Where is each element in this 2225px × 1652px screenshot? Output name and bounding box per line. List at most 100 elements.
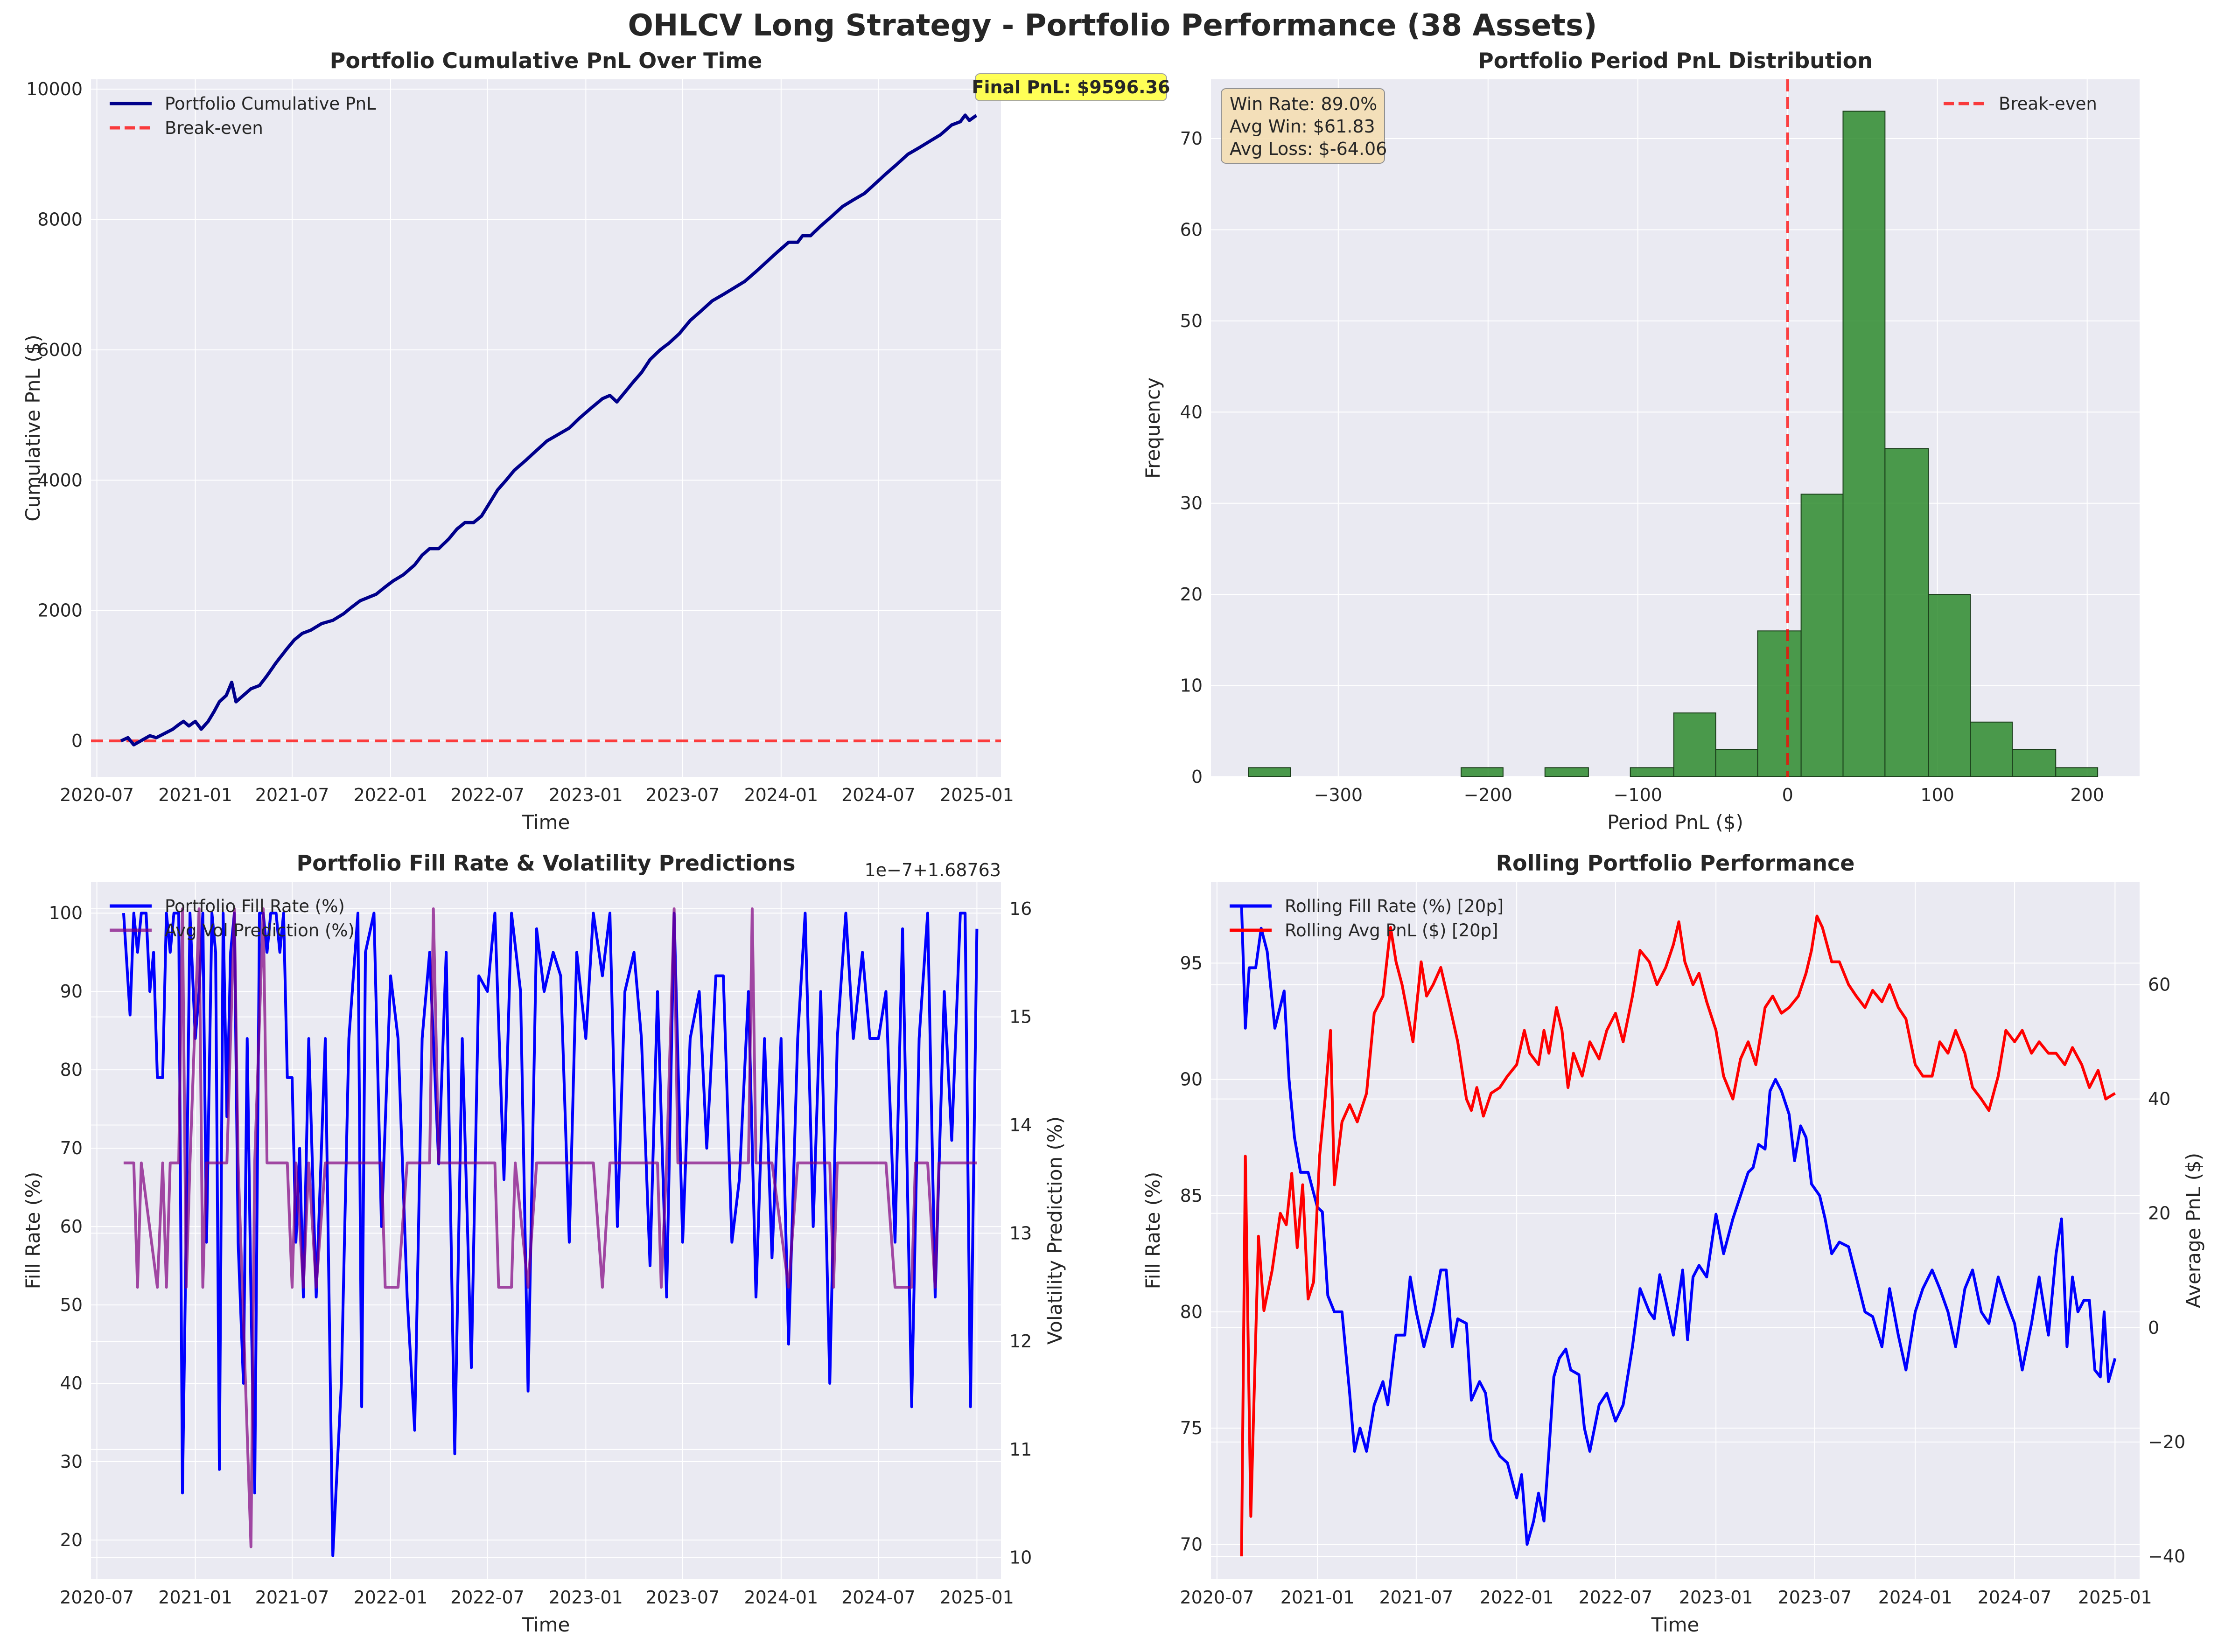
stats-line: Win Rate: 89.0%	[1230, 94, 1377, 114]
x-tick-label: 2025-01	[940, 1587, 1014, 1608]
y-right-axis-label: Average PnL ($)	[2182, 1153, 2205, 1308]
rolling-avg-pnl-line	[1240, 914, 2116, 1557]
x-axis-label: Period PnL ($)	[1607, 811, 1743, 834]
y-tick-label: 30	[60, 1451, 83, 1472]
y-tick-label: 70	[1180, 1534, 1203, 1554]
histogram-bar	[1757, 630, 1802, 778]
y-right-tick-label: 20	[2148, 1203, 2170, 1224]
stats-line: Avg Loss: $-64.06	[1230, 139, 1387, 159]
x-tick-label: 2020-07	[60, 785, 134, 805]
y-tick-label: 85	[1180, 1185, 1203, 1206]
y-tick-label: 90	[1180, 1069, 1203, 1090]
final-pnl-box	[975, 73, 1167, 101]
y-tick-label: 50	[1180, 311, 1203, 331]
y-tick-label: 100	[49, 903, 83, 923]
y-tick-label: 4000	[37, 470, 83, 490]
histogram-bar	[1248, 767, 1291, 778]
y-axis-label: Fill Rate (%)	[21, 1172, 44, 1290]
plot-area	[91, 882, 1001, 1579]
y-axis-label: Frequency	[1141, 377, 1164, 479]
x-axis-label: Time	[522, 811, 570, 834]
panel-title: Portfolio Fill Rate & Volatility Predict…	[296, 850, 795, 876]
y-axis-label: Cumulative PnL ($)	[21, 335, 44, 522]
y-tick-label: 30	[1180, 493, 1203, 514]
x-tick-label: 2023-01	[549, 785, 623, 805]
x-tick-label: 2021-07	[255, 1587, 329, 1608]
y-tick-label: 95	[1180, 953, 1203, 973]
y-right-tick-label: 10	[1009, 1547, 1032, 1568]
x-tick-label: 2024-07	[841, 785, 916, 805]
x-tick-label: 2022-01	[354, 1587, 428, 1608]
y-right-tick-label: −40	[2148, 1546, 2185, 1567]
plot-area	[1211, 882, 2140, 1579]
y-right-tick-label: 11	[1009, 1439, 1032, 1460]
histogram-bar	[1544, 767, 1589, 778]
histogram-bar	[1461, 767, 1504, 778]
x-tick-label: −200	[1464, 785, 1512, 805]
y-right-axis-label: Volatility Prediction (%)	[1043, 1116, 1066, 1345]
y-right-tick-label: 40	[2148, 1089, 2170, 1109]
y-tick-label: 8000	[37, 209, 83, 230]
x-tick-label: 2020-07	[1180, 1587, 1254, 1608]
x-tick-label: 2021-07	[255, 785, 329, 805]
y-right-tick-label: 14	[1009, 1115, 1032, 1136]
histogram-bar	[2012, 749, 2057, 778]
y-right-tick-label: 13	[1009, 1223, 1032, 1243]
y-axis-label: Fill Rate (%)	[1141, 1172, 1164, 1290]
chart-panel-rolling: Rolling Portfolio Performance 2020-07 2021…	[1141, 850, 2205, 1636]
panel-title: Portfolio Period PnL Distribution	[1478, 48, 1873, 73]
histogram-bar	[1842, 111, 1886, 778]
x-tick-label: 2023-07	[1778, 1587, 1852, 1608]
y-tick-label: 90	[60, 981, 83, 1002]
histogram-bar	[1630, 767, 1674, 778]
y-tick-label: 20	[60, 1530, 83, 1550]
x-tick-label: 2024-01	[744, 785, 818, 805]
histogram-bar	[2055, 767, 2099, 778]
y-right-tick-label: 12	[1009, 1331, 1032, 1352]
x-tick-label: 2022-07	[450, 785, 525, 805]
x-tick-label: 2024-01	[744, 1587, 818, 1608]
x-tick-label: 2022-01	[354, 785, 428, 805]
legend-label: Rolling Avg PnL ($) [20p]	[1285, 920, 1498, 941]
x-tick-label: 2023-01	[549, 1587, 623, 1608]
histogram-bar	[1884, 448, 1929, 777]
x-tick-label: 2025-01	[2078, 1587, 2152, 1608]
x-tick-label: 2025-01	[940, 785, 1014, 805]
x-tick-label: 0	[1782, 785, 1793, 805]
figure-title: OHLCV Long Strategy - Portfolio Performa…	[628, 8, 1597, 43]
legend-label: Break-even	[1999, 94, 2097, 114]
x-tick-label: 2024-07	[841, 1587, 916, 1608]
y-right-tick-label: 16	[1009, 899, 1032, 919]
x-tick-label: −100	[1614, 785, 1662, 805]
legend-label: Break-even	[165, 118, 263, 138]
y-tick-label: 20	[1180, 584, 1203, 605]
y-right-tick-label: 60	[2148, 975, 2170, 995]
y-tick-label: 2000	[37, 600, 83, 621]
y-tick-label: 0	[1191, 767, 1203, 787]
histogram-bar	[1800, 494, 1844, 777]
y-tick-label: 80	[60, 1060, 83, 1080]
x-tick-label: 2023-07	[646, 1587, 720, 1608]
x-axis-label: Time	[522, 1613, 570, 1636]
x-tick-label: 2024-01	[1878, 1587, 1952, 1608]
cumulative-pnl-line	[120, 113, 978, 746]
x-tick-label: 2021-01	[1280, 1587, 1355, 1608]
plot-area	[1211, 79, 2140, 777]
histogram-bar	[1970, 721, 2013, 778]
y-right-tick-label: 0	[2148, 1317, 2159, 1338]
x-tick-label: 2022-07	[450, 1587, 525, 1608]
chart-panel-fill_vol: Portfolio Fill Rate & Volatility Predict…	[21, 850, 1066, 1636]
y-tick-label: 70	[1180, 128, 1203, 149]
histogram-bar	[1928, 594, 1971, 777]
vol-prediction-line	[123, 907, 977, 1548]
final-pnl-label: Final PnL: $9596.36	[972, 77, 1170, 98]
x-tick-label: 2021-07	[1379, 1587, 1453, 1608]
x-tick-label: 2021-01	[158, 785, 232, 805]
x-tick-label: 2021-01	[158, 1587, 232, 1608]
legend-label: Portfolio Cumulative PnL	[165, 94, 376, 114]
y-right-tick-label: 15	[1009, 1007, 1032, 1027]
plot-area	[91, 79, 1001, 777]
x-tick-label: 2022-07	[1579, 1587, 1653, 1608]
panel-title: Rolling Portfolio Performance	[1496, 850, 1855, 876]
